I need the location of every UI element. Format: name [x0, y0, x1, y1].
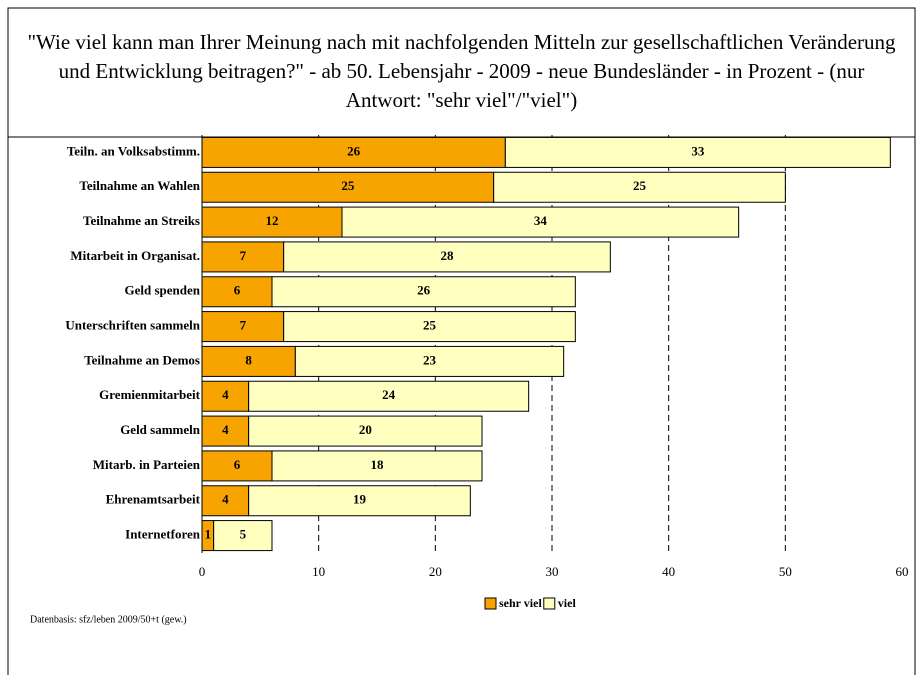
y-tick-label: Teilnahme an Demos: [84, 352, 200, 367]
x-tick-label: 30: [546, 564, 559, 579]
bar-segment: [201, 415, 250, 447]
bar-segment: [271, 276, 576, 308]
value-label: 25: [341, 178, 355, 193]
bar-segment: [213, 520, 273, 552]
legend-swatch: [543, 597, 556, 610]
value-label: 19: [353, 492, 367, 507]
legend-label: sehr viel: [499, 596, 542, 610]
legend-label: viel: [558, 596, 577, 610]
value-label: 33: [691, 143, 705, 158]
y-tick-label: Teiln. an Volksabstimm.: [67, 143, 200, 158]
value-label: 23: [423, 352, 437, 367]
y-tick-label: Gremienmitarbeit: [99, 387, 201, 402]
bar-segment: [201, 206, 343, 238]
bar-segment: [201, 136, 506, 168]
value-label: 25: [423, 318, 437, 333]
value-label: 26: [347, 143, 361, 158]
y-tick-label: Mitarb. in Parteien: [93, 457, 201, 472]
value-label: 1: [205, 527, 212, 542]
bar-segment: [283, 241, 611, 273]
y-tick-label: Internetforen: [125, 527, 201, 542]
x-tick-label: 20: [429, 564, 442, 579]
value-label: 34: [534, 213, 548, 228]
bar-segment: [294, 345, 565, 377]
y-tick-label: Ehrenamtsarbeit: [106, 492, 201, 507]
value-label: 20: [359, 422, 372, 437]
y-tick-label: Teilnahme an Streiks: [83, 213, 200, 228]
legend-swatch: [484, 597, 497, 610]
bar-segment: [201, 276, 273, 308]
x-tick-label: 60: [896, 564, 909, 579]
y-tick-label: Geld sammeln: [120, 422, 201, 437]
value-label: 25: [633, 178, 647, 193]
value-label: 6: [234, 283, 241, 298]
source-note: Datenbasis: sfz/leben 2009/50+t (gew.): [30, 614, 187, 625]
bar-segment: [283, 311, 576, 343]
value-label: 18: [371, 457, 385, 472]
value-label: 7: [240, 318, 247, 333]
value-label: 7: [240, 248, 247, 263]
y-tick-label: Mitarbeit in Organisat.: [70, 248, 200, 263]
x-tick-label: 40: [662, 564, 675, 579]
bar-segment: [201, 345, 296, 377]
x-tick-label: 50: [779, 564, 792, 579]
value-label: 26: [417, 283, 431, 298]
value-label: 24: [382, 387, 396, 402]
chart-title: "Wie viel kann man Ihrer Meinung nach mi…: [27, 30, 896, 112]
x-tick-label: 0: [199, 564, 206, 579]
bar-segment: [201, 311, 285, 343]
value-label: 8: [245, 352, 252, 367]
bar-segment: [271, 450, 483, 482]
value-label: 4: [222, 422, 229, 437]
y-tick-label: Unterschriften sammeln: [65, 318, 200, 333]
bar-segment: [248, 415, 483, 447]
value-label: 4: [222, 492, 229, 507]
bar-segment: [248, 380, 530, 412]
bar-segment: [504, 136, 891, 168]
value-label: 4: [222, 387, 229, 402]
value-label: 12: [266, 213, 279, 228]
frame: [7, 7, 916, 675]
value-label: 28: [441, 248, 455, 263]
x-tick-label: 10: [312, 564, 325, 579]
bar-segment: [201, 380, 250, 412]
value-label: 6: [234, 457, 241, 472]
y-tick-label: Geld spenden: [125, 283, 201, 298]
bar-segment: [493, 171, 786, 203]
bar-segment: [341, 206, 740, 238]
bar-segment: [201, 241, 285, 273]
value-label: 5: [240, 527, 247, 542]
bar-segment: [248, 485, 471, 517]
y-tick-label: Teilnahme an Wahlen: [79, 178, 200, 193]
